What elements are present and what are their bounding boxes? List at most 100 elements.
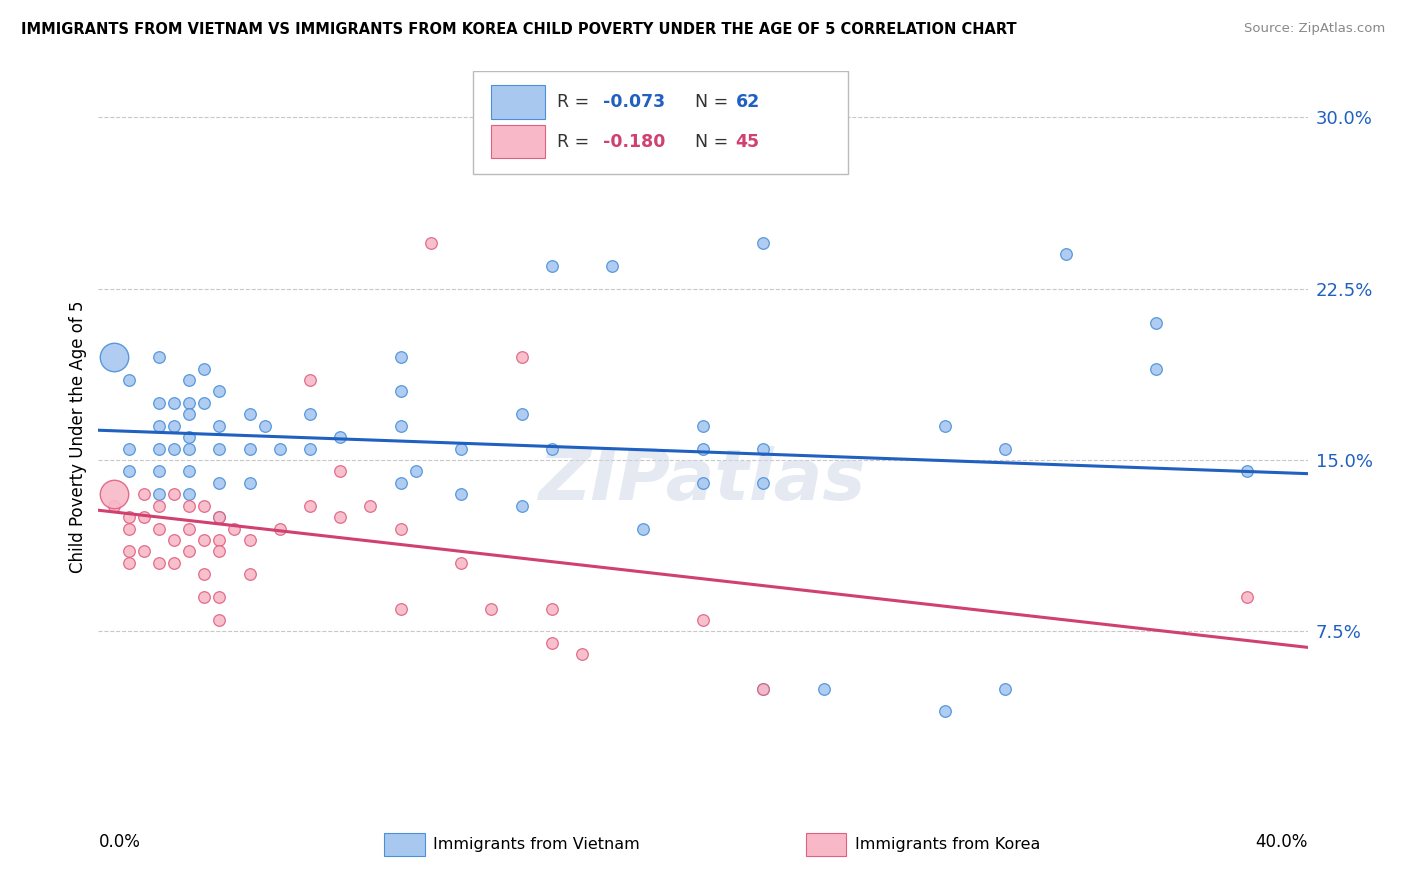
Point [148, 556, 170, 570]
Point [239, 475, 262, 490]
Point [193, 567, 215, 582]
Point [540, 601, 562, 615]
Point [118, 510, 141, 524]
Point [329, 464, 352, 478]
Point [148, 350, 170, 364]
Point [208, 475, 231, 490]
Point [299, 407, 322, 421]
Point [299, 442, 322, 456]
Point [148, 521, 170, 535]
Point [179, 544, 201, 558]
Point [389, 601, 412, 615]
Text: N =: N = [683, 133, 734, 151]
Point [239, 407, 262, 421]
Point [118, 521, 141, 535]
Y-axis label: Child Poverty Under the Age of 5: Child Poverty Under the Age of 5 [69, 301, 87, 574]
Point [179, 487, 201, 501]
Point [103, 487, 125, 501]
Point [329, 430, 352, 444]
Point [132, 544, 155, 558]
Text: -0.180: -0.180 [603, 133, 665, 151]
Point [148, 499, 170, 513]
Point [450, 487, 472, 501]
Point [510, 350, 533, 364]
Point [148, 464, 170, 478]
Point [389, 384, 412, 399]
Point [571, 647, 593, 661]
Point [103, 499, 125, 513]
Text: R =: R = [557, 93, 595, 112]
Point [193, 533, 215, 547]
Point [179, 521, 201, 535]
Point [148, 418, 170, 433]
FancyBboxPatch shape [492, 86, 544, 119]
Point [692, 418, 714, 433]
Point [148, 396, 170, 410]
Point [239, 533, 262, 547]
Point [692, 613, 714, 627]
Point [540, 442, 562, 456]
Point [752, 475, 775, 490]
Point [450, 556, 472, 570]
Point [148, 442, 170, 456]
Text: 62: 62 [735, 93, 759, 112]
Point [934, 418, 956, 433]
Point [193, 361, 215, 376]
Point [163, 556, 186, 570]
Point [208, 590, 231, 604]
Point [994, 442, 1017, 456]
Point [208, 442, 231, 456]
Point [193, 499, 215, 513]
Point [692, 475, 714, 490]
Text: 0.0%: 0.0% [98, 833, 141, 851]
Point [389, 418, 412, 433]
Point [208, 533, 231, 547]
Point [148, 487, 170, 501]
Point [163, 396, 186, 410]
Point [193, 590, 215, 604]
Text: ZIPatlas: ZIPatlas [540, 447, 866, 516]
Point [934, 705, 956, 719]
Point [540, 636, 562, 650]
FancyBboxPatch shape [474, 71, 848, 174]
Point [179, 430, 201, 444]
Point [179, 396, 201, 410]
Point [389, 350, 412, 364]
Point [179, 373, 201, 387]
Point [132, 487, 155, 501]
Text: 45: 45 [735, 133, 759, 151]
Point [118, 544, 141, 558]
Point [389, 521, 412, 535]
Point [510, 407, 533, 421]
Point [752, 681, 775, 696]
Point [208, 418, 231, 433]
Text: 40.0%: 40.0% [1256, 833, 1308, 851]
Text: Immigrants from Vietnam: Immigrants from Vietnam [433, 838, 640, 852]
Point [1236, 590, 1258, 604]
Point [118, 373, 141, 387]
Point [103, 350, 125, 364]
Point [405, 464, 427, 478]
Point [118, 464, 141, 478]
Point [208, 544, 231, 558]
Point [179, 464, 201, 478]
Point [118, 556, 141, 570]
Point [1236, 464, 1258, 478]
Point [239, 567, 262, 582]
Point [269, 521, 291, 535]
Point [208, 510, 231, 524]
Point [208, 384, 231, 399]
FancyBboxPatch shape [492, 125, 544, 159]
Point [299, 373, 322, 387]
Point [1054, 247, 1077, 261]
Text: Source: ZipAtlas.com: Source: ZipAtlas.com [1244, 22, 1385, 36]
Point [420, 235, 443, 250]
Point [389, 475, 412, 490]
Point [540, 259, 562, 273]
Point [692, 442, 714, 456]
Point [132, 510, 155, 524]
Point [163, 533, 186, 547]
Point [752, 235, 775, 250]
Point [269, 442, 291, 456]
Point [813, 681, 835, 696]
